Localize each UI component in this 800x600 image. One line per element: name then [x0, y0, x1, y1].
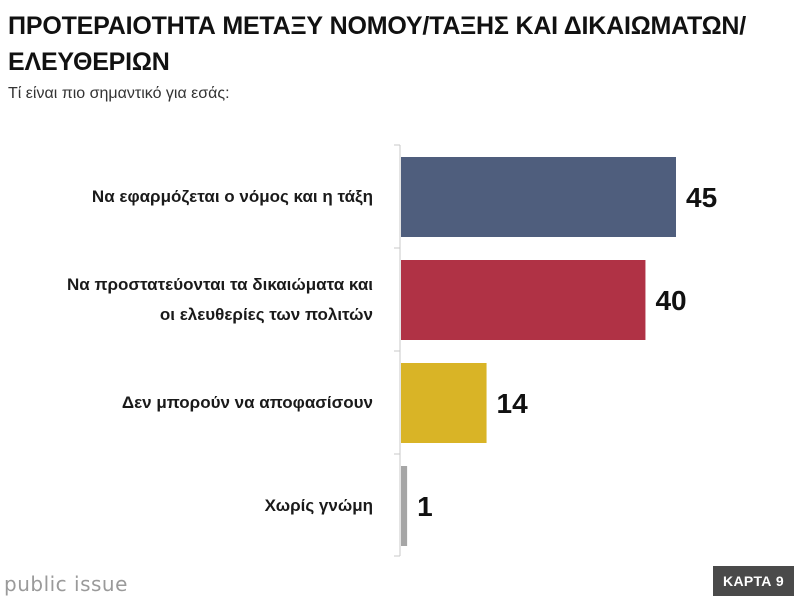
bar-1: [401, 157, 676, 237]
category-label-1: Να εφαρμόζεται ο νόμος και η τάξη: [91, 187, 373, 206]
bar-value-label-2: 40: [655, 285, 686, 316]
bar-2: [401, 260, 646, 340]
public-issue-logo: public issue: [4, 572, 128, 596]
bar-value-label-4: 1: [417, 491, 433, 522]
card-number-badge: ΚΑΡΤΑ 9: [713, 566, 794, 596]
chart-title: ΠΡΟΤΕΡΑΙΟΤΗΤΑ ΜΕΤΑΞΥ ΝΟΜΟΥ/ΤΑΞΗΣ ΚΑΙ ΔΙΚ…: [8, 12, 747, 76]
chart-subtitle: Τί είναι πιο σημαντικό για εσάς:: [8, 85, 230, 102]
bar-value-label-1: 45: [686, 182, 717, 213]
bar-3: [401, 363, 487, 443]
bar-value-label-3: 14: [497, 388, 529, 419]
category-label-4: Χωρίς γνώμη: [264, 496, 373, 515]
bar-4: [401, 466, 408, 546]
category-label-2: Να προστατεύονται τα δικαιώματα και οι ε…: [67, 275, 373, 324]
category-label-3: Δεν μπορούν να αποφασίσουν: [121, 393, 373, 412]
